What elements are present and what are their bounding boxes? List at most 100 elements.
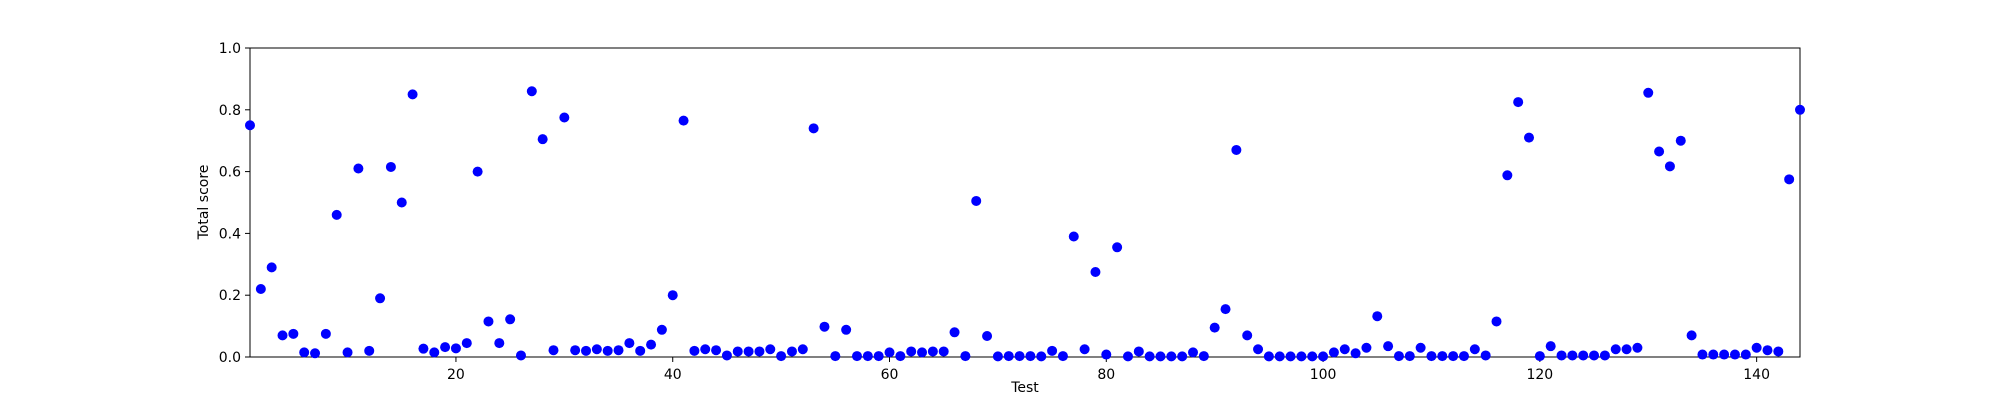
point — [1220, 304, 1231, 315]
point — [949, 327, 960, 338]
point — [1686, 330, 1697, 341]
point — [1112, 242, 1123, 253]
point — [1144, 351, 1155, 362]
point — [245, 120, 255, 131]
y-tick-label: 0.6 — [219, 165, 241, 181]
point — [1719, 349, 1730, 360]
point — [385, 161, 396, 172]
point — [548, 345, 559, 356]
point — [310, 348, 321, 359]
point — [450, 343, 461, 354]
point — [1697, 349, 1708, 360]
y-axis-label: Total score — [196, 165, 212, 241]
point — [1383, 341, 1394, 352]
point — [1567, 350, 1578, 361]
point — [396, 197, 407, 208]
point — [1589, 350, 1600, 361]
point — [1502, 170, 1513, 181]
point — [1339, 344, 1350, 355]
point — [1209, 322, 1220, 333]
point — [624, 338, 635, 349]
point — [1784, 174, 1795, 185]
point — [353, 163, 364, 174]
point — [895, 351, 906, 362]
point — [526, 86, 537, 97]
point — [1036, 351, 1047, 362]
point — [1155, 351, 1166, 362]
point — [1708, 349, 1719, 360]
point — [461, 338, 472, 349]
point — [1307, 351, 1318, 362]
point — [1556, 350, 1567, 361]
point — [732, 346, 743, 357]
point — [711, 345, 722, 356]
y-tick-label: 0.2 — [219, 288, 241, 304]
point — [992, 351, 1003, 362]
point — [505, 314, 516, 325]
point — [1177, 351, 1188, 362]
point — [494, 338, 505, 349]
point — [917, 347, 928, 358]
point — [407, 89, 418, 100]
point — [743, 346, 754, 357]
point — [1740, 349, 1751, 360]
point — [1545, 341, 1556, 352]
point — [1654, 146, 1665, 157]
point — [591, 344, 602, 355]
point — [613, 345, 624, 356]
point — [1242, 330, 1253, 341]
point — [667, 290, 678, 301]
point — [1318, 351, 1329, 362]
point — [1621, 344, 1632, 355]
point — [515, 350, 526, 361]
point — [1448, 351, 1459, 362]
point — [1274, 351, 1285, 362]
point — [1057, 351, 1068, 362]
x-tick-label: 100 — [1310, 367, 1337, 383]
point — [1664, 161, 1675, 172]
x-tick-label: 140 — [1743, 367, 1770, 383]
point — [1198, 351, 1209, 362]
point — [721, 350, 732, 361]
point — [938, 346, 949, 357]
point — [1079, 344, 1090, 355]
point — [754, 346, 765, 357]
point — [1469, 344, 1480, 355]
point — [700, 344, 711, 355]
point — [1491, 316, 1502, 327]
point — [418, 343, 429, 354]
point — [1014, 351, 1025, 362]
point — [364, 345, 375, 356]
point — [1047, 345, 1058, 356]
point — [266, 262, 277, 273]
point — [1643, 87, 1654, 98]
point — [1513, 97, 1524, 108]
point — [255, 284, 266, 295]
point — [429, 347, 440, 358]
point — [862, 351, 873, 362]
point — [537, 134, 548, 145]
point — [927, 346, 938, 357]
point — [440, 342, 451, 353]
point — [288, 328, 299, 339]
point — [559, 112, 570, 123]
point — [689, 345, 700, 356]
point — [277, 330, 288, 341]
point — [1524, 132, 1535, 143]
point — [808, 123, 819, 134]
point — [1350, 348, 1361, 359]
point — [830, 351, 841, 362]
point — [1632, 342, 1643, 353]
point — [1101, 349, 1112, 360]
point — [375, 293, 386, 304]
point — [819, 321, 830, 332]
point — [797, 344, 808, 355]
point — [646, 339, 657, 350]
point — [1773, 346, 1784, 357]
point — [1328, 347, 1339, 358]
point — [1437, 351, 1448, 362]
point — [786, 346, 797, 357]
point — [765, 344, 776, 355]
x-tick-label: 60 — [881, 367, 899, 383]
point — [1003, 351, 1014, 362]
